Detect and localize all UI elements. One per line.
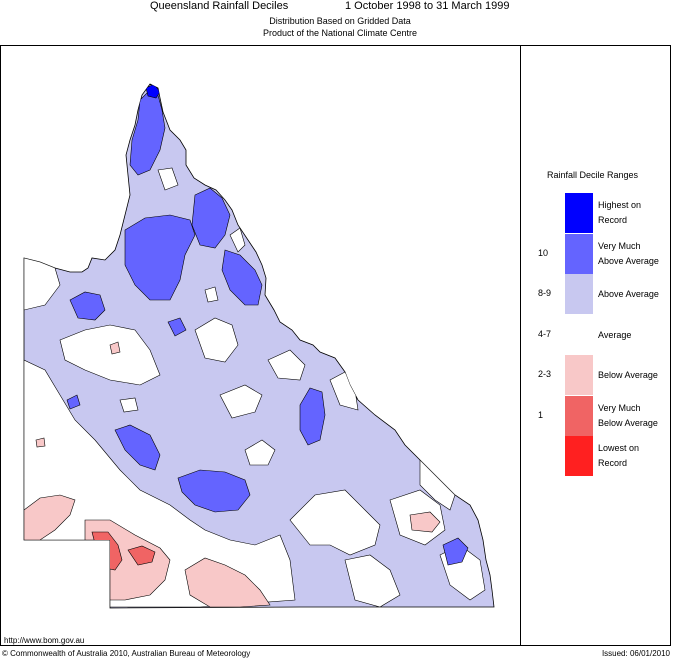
very-much-above-region-coast-north	[221, 249, 263, 306]
issued-date: Issued: 06/01/2010	[601, 649, 670, 658]
legend-range: 10	[538, 247, 549, 258]
legend-label-line: Average	[598, 329, 632, 340]
legend-range: 2-3	[538, 369, 552, 379]
very-much-above-region-northeast	[191, 187, 231, 249]
very-much-above-region-gulf	[124, 214, 196, 301]
map-frame	[0, 45, 671, 646]
legend-label: Average	[598, 328, 670, 343]
very-much-above-region-small-1	[167, 317, 187, 337]
legend-label-line: Very Much	[598, 402, 641, 413]
map-title: Queensland Rainfall Deciles	[150, 0, 289, 12]
legend-label: Above Average	[598, 287, 670, 302]
legend-swatch	[565, 395, 593, 436]
legend-title: Rainfall Decile Ranges	[547, 170, 639, 180]
legend-label-line: Very Much	[598, 240, 641, 251]
legend-label: Very Much Above Average	[598, 239, 670, 269]
very-much-below-region-south-2	[127, 545, 156, 566]
legend-range: 8-9	[538, 288, 552, 298]
average-region-central-2	[244, 439, 276, 466]
legend-label-line: Highest on	[598, 200, 642, 210]
legend-label-line: Above Average	[598, 255, 659, 266]
legend-swatch	[565, 274, 593, 314]
legend-label-line: Below Average	[598, 370, 658, 380]
below-average-region-small	[109, 341, 121, 355]
average-region-southwest	[24, 359, 296, 608]
legend-label-line: Record	[598, 215, 628, 225]
legend-swatch	[565, 436, 593, 476]
copyright-notice: © Commonwealth of Australia 2010, Austra…	[2, 649, 251, 658]
average-region-west-central	[59, 324, 161, 386]
very-much-above-region-central	[114, 424, 161, 471]
map-period: 1 October 1998 to 31 March 1999	[345, 0, 510, 12]
average-region-north	[229, 227, 246, 253]
average-region-east-2	[329, 371, 359, 411]
below-average-region-east	[409, 511, 441, 533]
very-much-above-region-central-east	[299, 387, 326, 446]
legend-range: 1	[538, 409, 544, 420]
map-subtitle-2: Product of the National Climate Centre	[262, 28, 418, 38]
legend-divider	[520, 45, 521, 646]
average-region-coast	[419, 459, 456, 511]
legend-swatch	[565, 314, 593, 355]
legend-label: Lowest on Record	[598, 441, 670, 471]
map-subtitle-1: Distribution Based on Gridded Data	[269, 16, 411, 26]
legend-swatch	[565, 193, 593, 233]
legend-range: 4-7	[538, 328, 552, 339]
legend-label-line: Below Average	[598, 417, 658, 428]
legend-label-line: Record	[598, 458, 628, 468]
average-region-east-1	[267, 349, 306, 381]
source-url[interactable]: http://www.bom.gov.au	[4, 636, 85, 645]
legend-swatch	[565, 355, 593, 395]
queensland-map	[23, 83, 495, 609]
legend-label-line: Above Average	[598, 289, 659, 299]
below-average-region-south-2	[184, 557, 271, 608]
very-much-above-region-south-central	[177, 469, 251, 513]
legend-label-line: Lowest on	[598, 443, 640, 453]
average-region-central-east	[219, 384, 263, 419]
legend-label: Highest on Record	[598, 198, 670, 228]
title-row: Queensland Rainfall Deciles 1 October 19…	[0, 0, 674, 14]
average-region-far-west	[24, 257, 61, 311]
average-region-central	[194, 317, 239, 363]
below-average-region-small-2	[35, 437, 46, 448]
average-region-north-2	[204, 286, 219, 303]
legend-label: Very Much Below Average	[598, 401, 670, 431]
average-region-southeast-1	[289, 489, 381, 556]
legend-label: Below Average	[598, 368, 670, 383]
average-region-small-1	[119, 397, 139, 413]
very-much-above-region-west	[69, 291, 106, 321]
legend-swatch	[565, 233, 593, 274]
below-average-region-southwest	[24, 494, 76, 541]
average-region-north-3	[157, 167, 179, 191]
very-much-above-region-small-2	[66, 394, 81, 410]
very-much-above-region-southeast	[442, 537, 469, 566]
average-region-southeast-2	[344, 554, 401, 608]
